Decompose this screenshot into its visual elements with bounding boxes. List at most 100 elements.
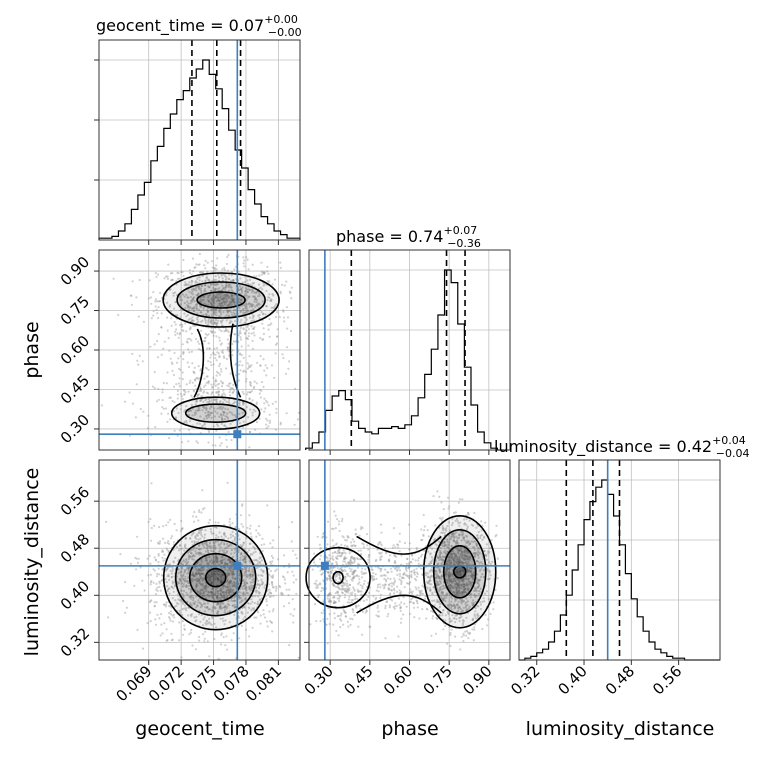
ld-phase-sample-point <box>338 577 341 580</box>
phase-geocent-sample-point <box>230 320 233 323</box>
phase-geocent-sample-point <box>232 299 235 302</box>
phase-geocent-sample-point <box>228 295 231 298</box>
phase-geocent-sample-point <box>178 385 181 388</box>
phase-geocent-sample-point <box>179 308 182 311</box>
phase-geocent-sample-point <box>214 353 217 356</box>
phase-geocent-sample-point <box>267 328 270 331</box>
ld-geocent-sample-point <box>189 631 192 634</box>
ld-phase-sample-point <box>421 538 424 542</box>
phase-geocent-sample-point <box>224 286 227 289</box>
ld-geocent-sample-point <box>238 637 241 640</box>
phase-geocent-sample-point <box>199 289 203 292</box>
ld-phase-sample-point <box>449 633 452 637</box>
ld-phase-sample-point <box>418 617 421 620</box>
phase-geocent-sample-point <box>225 438 228 441</box>
ld-geocent-sample-point <box>153 556 156 559</box>
ld-phase-sample-point <box>348 588 351 592</box>
ld-phase-sample-point <box>450 628 453 631</box>
phase-geocent-sample-point <box>231 278 235 281</box>
phase-geocent-sample-point <box>215 264 218 267</box>
phase-geocent-sample-point <box>186 361 189 364</box>
phase-geocent-sample-point <box>220 302 223 305</box>
ld-geocent-sample-point <box>269 570 272 573</box>
ld-geocent-sample-point <box>295 578 298 581</box>
phase-geocent-sample-point <box>245 377 248 381</box>
phase-geocent-sample-point <box>255 304 258 307</box>
ld-phase-sample-point <box>490 538 493 542</box>
phase-geocent-sample-point <box>262 284 265 287</box>
ld-geocent-sample-point <box>201 508 204 511</box>
phase-geocent-sample-point <box>208 278 211 281</box>
ld-geocent-sample-point <box>257 611 260 614</box>
ld-geocent-sample-point <box>270 581 273 584</box>
ld-geocent-sample-point <box>171 620 174 623</box>
ld-geocent-sample-point <box>245 530 248 533</box>
phase-geocent-sample-point <box>255 291 258 295</box>
phase-geocent-sample-point <box>196 281 199 284</box>
phase-geocent-sample-point <box>264 364 267 367</box>
ld-geocent-sample-point <box>208 655 211 658</box>
phase-geocent-sample-point <box>232 340 235 343</box>
phase-geocent-sample-point <box>259 354 262 358</box>
ld-geocent-sample-point <box>272 539 275 542</box>
phase-geocent-sample-point <box>187 305 190 308</box>
ld-phase-sample-point <box>448 505 451 508</box>
phase-geocent-sample-point <box>216 383 219 386</box>
phase-geocent-sample-point <box>187 390 190 393</box>
phase-geocent-sample-point <box>198 287 201 290</box>
ld-phase-sample-point <box>345 563 348 566</box>
phase-geocent-sample-point <box>223 303 226 306</box>
phase-geocent-sample-point <box>243 265 246 268</box>
ld-phase-sample-point <box>424 597 427 601</box>
phase-geocent-sample-point <box>226 338 229 341</box>
phase-geocent-sample-point <box>193 266 196 269</box>
phase-geocent-sample-point <box>230 289 233 292</box>
phase-geocent-sample-point <box>190 292 193 295</box>
phase-geocent-sample-point <box>213 347 216 350</box>
phase-geocent-sample-point <box>190 281 193 284</box>
phase-geocent-sample-point <box>228 309 231 312</box>
phase-geocent-sample-point <box>194 337 198 341</box>
ld-geocent-sample-point <box>155 588 158 591</box>
phase-geocent-sample-point <box>212 294 216 297</box>
phase-geocent-sample-point <box>172 373 175 377</box>
phase-geocent-sample-point <box>160 412 163 415</box>
ld-geocent-sample-point <box>251 626 254 629</box>
phase-geocent-sample-point <box>265 399 268 402</box>
ld-phase-sample-point <box>334 556 338 559</box>
ld-phase-sample-point <box>326 571 330 574</box>
phase-geocent-sample-point <box>228 283 231 286</box>
phase-geocent-sample-point <box>245 256 248 259</box>
phase-geocent-sample-point <box>189 379 192 382</box>
phase-geocent-sample-point <box>250 325 253 328</box>
ld-phase-sample-point <box>344 578 347 581</box>
phase-geocent-sample-point <box>261 322 264 325</box>
phase-geocent-sample-point <box>200 284 204 288</box>
phase-geocent-sample-point <box>190 299 193 303</box>
ld-geocent-sample-point <box>225 635 228 638</box>
phase-geocent-sample-point <box>148 279 151 282</box>
phase-geocent-sample-point <box>221 298 225 301</box>
ld-phase-sample-point <box>420 528 423 531</box>
phase-geocent-sample-point <box>215 323 218 326</box>
ld-geocent-sample-point <box>181 633 185 636</box>
phase-geocent-sample-point <box>228 283 231 286</box>
ld-geocent-sample-point <box>129 562 132 565</box>
ld-geocent-sample-point <box>241 503 244 506</box>
phase-geocent-sample-point <box>247 332 250 335</box>
ld-geocent-sample-point <box>179 530 183 533</box>
phase-geocent-sample-point <box>183 312 186 315</box>
phase-geocent-sample-point <box>177 357 180 360</box>
phase-geocent-sample-point <box>204 283 207 287</box>
ld-phase-sample-point <box>342 548 345 552</box>
phase-geocent-sample-point <box>172 385 176 388</box>
ld-geocent-sample-point <box>291 549 295 552</box>
phase-geocent-sample-point <box>203 377 206 380</box>
ld-geocent-sample-point <box>272 586 275 589</box>
ld-geocent-xticklabel-4: 0.081 <box>242 662 285 705</box>
phase-geocent-sample-point <box>197 285 200 288</box>
phase-geocent-sample-point <box>197 377 200 380</box>
phase-geocent-sample-point <box>203 264 206 267</box>
ld-geocent-sample-point <box>228 517 231 521</box>
phase-geocent-sample-point <box>199 320 203 323</box>
